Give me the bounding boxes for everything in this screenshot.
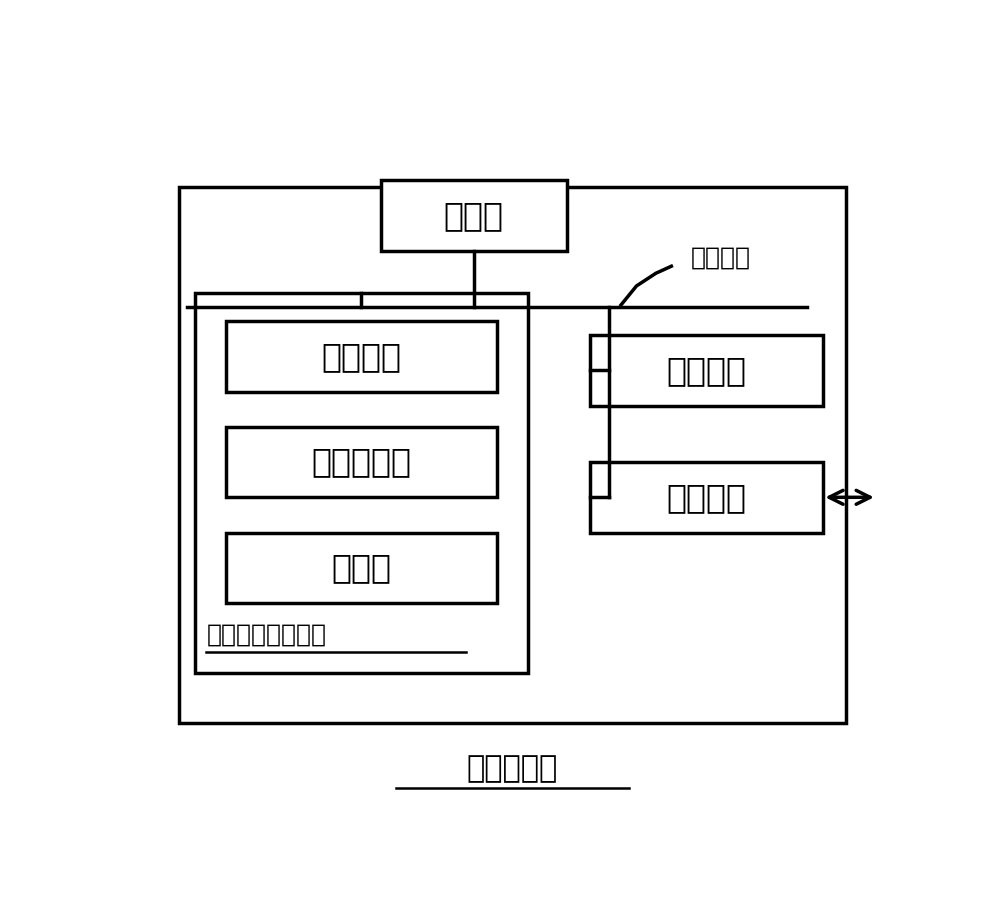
- Bar: [226, 426, 497, 498]
- Text: 操作系统: 操作系统: [321, 339, 401, 373]
- Bar: [590, 335, 822, 405]
- Text: 系统总线: 系统总线: [691, 246, 751, 270]
- Text: 内存储器: 内存储器: [666, 354, 746, 387]
- Bar: [226, 533, 497, 603]
- Bar: [195, 293, 528, 673]
- Text: 数据库: 数据库: [331, 551, 391, 585]
- Bar: [226, 321, 497, 392]
- Bar: [179, 188, 846, 723]
- Text: 计算机程序: 计算机程序: [311, 446, 411, 479]
- Bar: [590, 462, 822, 533]
- Text: 非易失性存储介质: 非易失性存储介质: [206, 623, 326, 647]
- Text: 处理器: 处理器: [444, 199, 504, 232]
- Bar: [381, 180, 567, 251]
- Text: 网络接口: 网络接口: [666, 480, 746, 514]
- Text: 计算机设备: 计算机设备: [467, 754, 558, 783]
